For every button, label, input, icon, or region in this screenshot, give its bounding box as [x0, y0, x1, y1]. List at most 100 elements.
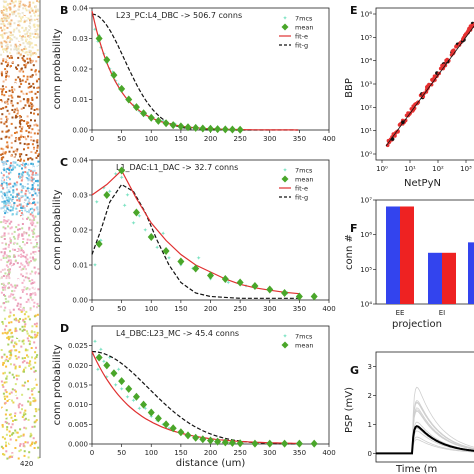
panel-a-cell — [34, 38, 37, 40]
panel-a-cell — [21, 164, 24, 166]
panel-a-cell — [15, 171, 18, 174]
panel-a-cell — [9, 438, 12, 441]
panel-a-cell — [14, 78, 17, 81]
panel-a-cell — [26, 238, 29, 241]
panel-a-cell — [2, 248, 5, 250]
panel-a-cell — [4, 415, 7, 418]
data-point-7mcs: ✦ — [98, 238, 103, 245]
panel-a-cell — [25, 52, 28, 55]
panel-a-cell — [8, 169, 11, 171]
panel-a-cell — [19, 123, 22, 126]
y-tick-label: 10⁴ — [360, 57, 372, 65]
panel-a-cell — [7, 338, 10, 341]
panel-a-cell — [16, 284, 19, 287]
panel-a-cell — [29, 233, 32, 236]
panel-a-cell — [33, 425, 36, 428]
panel-a-cell — [14, 383, 17, 386]
mean-marker — [266, 439, 274, 448]
panel-a-cell — [13, 169, 16, 172]
panel-a-cell — [2, 59, 5, 62]
x-tick-label: 150 — [174, 449, 187, 457]
panel-a-cell — [1, 178, 4, 181]
panel-a-cell — [17, 319, 20, 322]
panel-a-cell — [17, 228, 19, 231]
panel-a-cell — [17, 406, 20, 409]
mean-marker — [132, 208, 140, 217]
panel-a-cell — [18, 366, 21, 368]
panel-a-cell — [5, 115, 8, 118]
panel-a-cell — [15, 431, 18, 434]
panel-a-cell — [13, 111, 16, 114]
y-axis-label: conn probability — [52, 345, 63, 426]
panel-a-cell — [6, 103, 9, 105]
panel-a-cell — [1, 11, 3, 14]
panel-a-cell — [13, 4, 16, 7]
panel-a-cell — [5, 182, 8, 185]
panel-a-cell — [29, 218, 32, 221]
panel-a-cell — [32, 64, 35, 67]
panel-a-cell — [0, 32, 3, 34]
panel-a-cell — [24, 209, 27, 212]
panel-a-cell — [24, 409, 27, 412]
panel-a-cell — [22, 58, 25, 61]
mean-marker — [118, 377, 126, 386]
panel-a-cell — [6, 43, 9, 46]
panel-a-cell — [33, 86, 35, 89]
panel-a-cell — [29, 256, 32, 259]
panel-a-cell — [7, 360, 10, 363]
panel-a-cell — [37, 305, 40, 307]
panel-a-cell — [20, 130, 23, 133]
panel-a-cell — [21, 186, 24, 189]
panel-a-cell — [33, 301, 36, 304]
panel-a-cell — [21, 213, 24, 216]
x-tick-label: 150 — [174, 135, 187, 143]
panel-a-cell — [34, 271, 37, 274]
panel-a-cell — [37, 310, 40, 313]
mean-marker — [169, 424, 177, 433]
panel-a-cell — [15, 329, 18, 332]
panel-a-cell — [23, 64, 26, 66]
panel-a-cell — [9, 314, 12, 317]
panel-a-cell — [10, 226, 13, 229]
y-tick-label: 10⁵ — [360, 34, 372, 42]
panel-a-cell — [2, 148, 5, 151]
panel-a-cell — [22, 92, 25, 95]
panel-a-cell — [4, 8, 7, 11]
panel-a-cell — [13, 345, 16, 348]
panel-a-cell — [3, 50, 6, 53]
panel-a-cell — [12, 89, 15, 92]
panel-a-cell — [23, 360, 26, 363]
panel-a-cell — [6, 211, 9, 214]
panel-a-cell — [14, 10, 17, 13]
panel-a-cell — [3, 309, 6, 312]
data-point-7mcs: ✦ — [143, 406, 148, 413]
panel-a-cell — [33, 190, 36, 192]
panel-a-cell — [24, 357, 26, 359]
data-point-7mcs: ✦ — [116, 366, 121, 373]
panel-a-cell — [1, 195, 4, 198]
panel-a-cell — [0, 72, 3, 75]
panel-a-cell — [4, 151, 7, 154]
panel-a-cell — [10, 166, 13, 169]
panel-a-cell — [19, 186, 22, 189]
panel-a-cell — [1, 89, 4, 92]
panel-a-cell — [10, 70, 13, 73]
panel-a-cell — [32, 286, 35, 289]
panel-a-cell — [32, 50, 35, 52]
panel-a-cell — [9, 241, 12, 244]
panel-a-cell — [19, 20, 22, 23]
panel-a-cell — [33, 300, 35, 303]
data-point-7mcs: ✦ — [92, 262, 97, 269]
panel-a-cell — [2, 363, 4, 366]
panel-a-cell — [30, 252, 32, 255]
panel-letter: G — [350, 364, 359, 377]
panel-a-cell — [19, 110, 22, 113]
panel-a-cell — [22, 342, 25, 345]
panel-a-cell — [25, 293, 28, 296]
panel-a-cell — [35, 245, 38, 248]
panel-a-cell — [29, 272, 32, 275]
panel-a-cell — [0, 190, 3, 193]
panel-a-cell — [21, 361, 24, 364]
panel-a-cell — [33, 124, 36, 127]
panel-a-cell — [24, 276, 27, 279]
